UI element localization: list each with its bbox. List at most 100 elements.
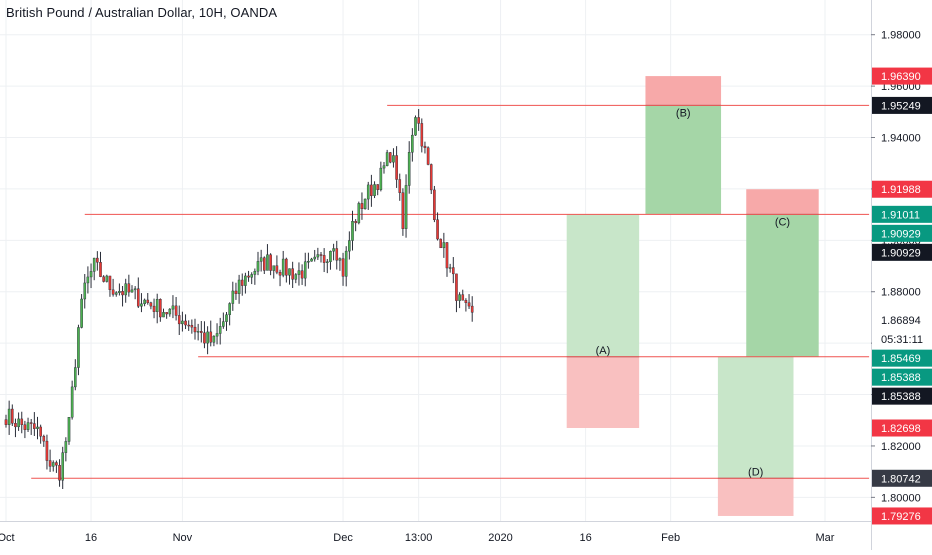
position-label: (D) [748, 466, 763, 478]
candle-body [455, 273, 458, 301]
candle-body [429, 164, 433, 191]
candle-body [92, 257, 96, 272]
candle-body [146, 299, 150, 303]
candle-body [237, 279, 241, 294]
candle-body [407, 152, 411, 186]
candle-body [250, 274, 254, 278]
position-stop-zone [566, 356, 640, 429]
candle-body [86, 276, 90, 284]
candle-body [209, 331, 213, 343]
candle-body [184, 320, 187, 326]
candle-body [55, 462, 58, 466]
price-badge [872, 311, 932, 329]
candle-body [162, 312, 165, 318]
candle-body [130, 289, 134, 293]
candle-body [14, 423, 17, 428]
price-axis-bg [871, 0, 932, 550]
price-badge-label: 1.91011 [881, 209, 920, 221]
candle-body [291, 268, 294, 280]
candle-body [199, 331, 203, 333]
candle-body [417, 117, 420, 124]
candle-body [357, 203, 361, 224]
candle-body [133, 288, 137, 291]
candle-body [168, 308, 172, 315]
position-profit-zone [566, 214, 640, 357]
candle-body [83, 282, 87, 300]
candle-body [263, 257, 266, 271]
position-profit-zone [645, 105, 722, 215]
candle-body [382, 165, 386, 169]
price-badge-label: 05:31:11 [881, 334, 923, 346]
price-badge-label: 1.82698 [881, 423, 921, 435]
candle-body [411, 134, 414, 153]
x-tick-label: Dec [333, 532, 353, 544]
candle-body [67, 417, 71, 442]
x-tick-label: Nov [173, 532, 193, 544]
candle-body [96, 257, 99, 263]
candle-body [187, 324, 191, 327]
candle-body [307, 260, 310, 263]
x-tick-label: 13:00 [405, 532, 433, 544]
candle-body [61, 452, 64, 481]
candle-body [222, 321, 225, 327]
candle-body [225, 314, 228, 322]
candle-body [294, 274, 298, 280]
candle-body [196, 331, 200, 333]
candle-body [351, 221, 354, 241]
candle-body [51, 462, 55, 467]
candle-body [140, 303, 143, 307]
candle-body [171, 305, 175, 310]
candle-body [33, 423, 36, 429]
x-tick-label: 16 [85, 532, 97, 544]
candle-body [218, 326, 222, 334]
position-label: (C) [775, 216, 790, 228]
candle-body [181, 320, 184, 325]
candle-body [29, 422, 33, 424]
candle-body [177, 315, 181, 325]
candle-body [285, 258, 288, 276]
price-badge-label: 1.85388 [881, 391, 921, 403]
candle-body [212, 335, 216, 343]
price-badge-label: 1.86894 [881, 315, 921, 327]
candle-body [448, 267, 452, 269]
price-badge-label: 1.90929 [881, 247, 921, 259]
candle-body [303, 261, 307, 279]
candle-body [39, 426, 42, 437]
candle-body [360, 203, 364, 210]
position-label: (A) [596, 345, 611, 357]
candles [4, 109, 474, 490]
candle-body [48, 460, 52, 467]
candle-body [272, 265, 276, 271]
price-badge [872, 330, 932, 348]
candle-body [240, 279, 244, 286]
candle-body [326, 261, 329, 263]
position-stop-zone [746, 189, 819, 215]
y-tick-label: 1.82000 [881, 441, 921, 453]
y-tick-label: 1.88000 [881, 287, 921, 299]
candle-body [102, 276, 105, 282]
candle-body [20, 418, 24, 425]
candle-body [373, 184, 376, 196]
position-label: (B) [676, 107, 691, 119]
candle-body [341, 258, 345, 277]
candle-body [278, 271, 282, 276]
candle-body [70, 386, 74, 418]
candle-body [392, 155, 395, 163]
candle-body [338, 258, 342, 261]
candle-body [73, 367, 77, 388]
candle-body [247, 275, 250, 278]
candle-body [310, 258, 313, 262]
candle-body [275, 265, 279, 273]
candle-body [467, 302, 471, 307]
candle-body [190, 324, 194, 328]
candle-body [420, 123, 424, 147]
x-tick-label: 2020 [488, 532, 512, 544]
candle-body [439, 238, 443, 249]
price-badge [872, 180, 932, 198]
candle-body [414, 117, 417, 136]
candle-body [124, 283, 127, 296]
candle-body [26, 422, 30, 430]
candle-body [426, 147, 430, 165]
candle-body [64, 441, 68, 453]
